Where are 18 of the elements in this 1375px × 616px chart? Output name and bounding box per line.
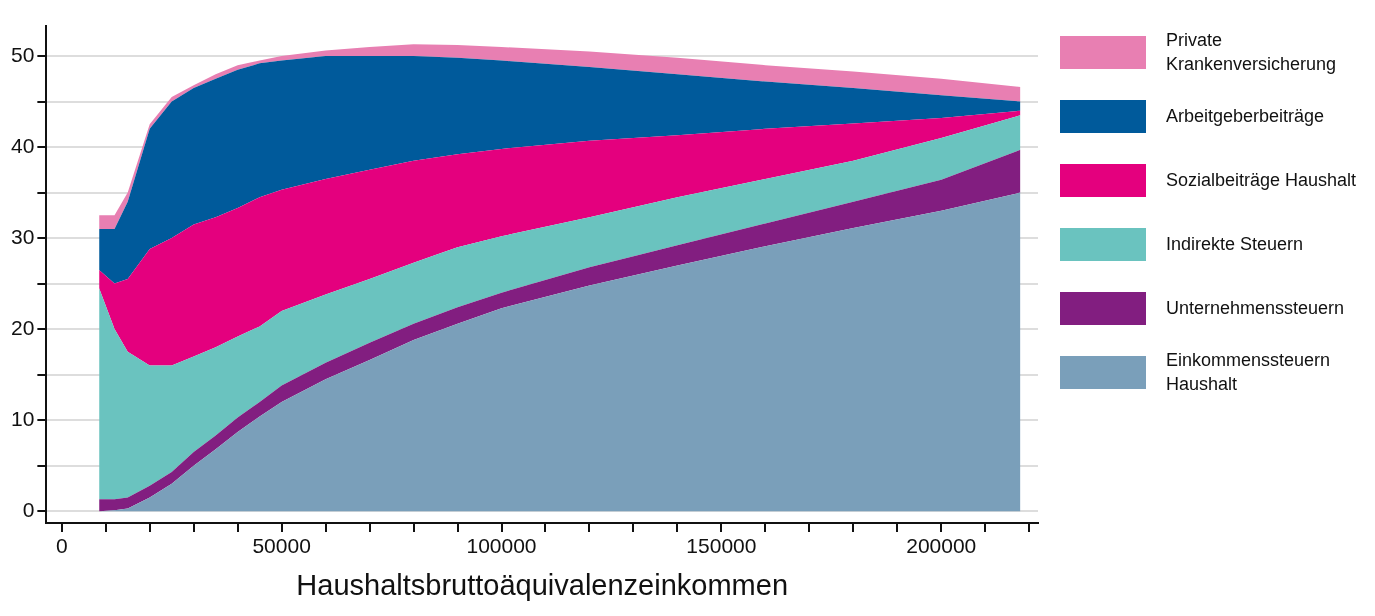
legend-label: Sozialbeiträge Haushalt bbox=[1166, 169, 1358, 192]
legend-label: Unternehmenssteuern bbox=[1166, 297, 1346, 320]
y-tick-label: 30 bbox=[11, 224, 35, 248]
legend-label: Arbeitgeberbeiträge bbox=[1166, 105, 1326, 128]
x-axis-title: Haushaltsbruttoäquivalenzeinkommen bbox=[296, 568, 789, 601]
x-tick-label: 0 bbox=[55, 534, 68, 558]
y-tick-label: 20 bbox=[11, 315, 35, 339]
y-tick-label: 50 bbox=[11, 42, 35, 66]
x-tick-label: 150000 bbox=[686, 534, 757, 558]
y-tick-label: 0 bbox=[22, 497, 35, 521]
y-tick-label: 10 bbox=[11, 406, 35, 430]
y-tick-label: 40 bbox=[11, 133, 35, 157]
legend-label: Private Krankenversicherung bbox=[1166, 29, 1338, 76]
x-tick-label: 50000 bbox=[252, 534, 311, 558]
legend-label: Indirekte Steuern bbox=[1166, 233, 1305, 256]
legend-label: Einkommenssteuern Haushalt bbox=[1166, 349, 1332, 396]
x-tick-label: 200000 bbox=[906, 534, 977, 558]
x-tick-label: 100000 bbox=[466, 534, 537, 558]
